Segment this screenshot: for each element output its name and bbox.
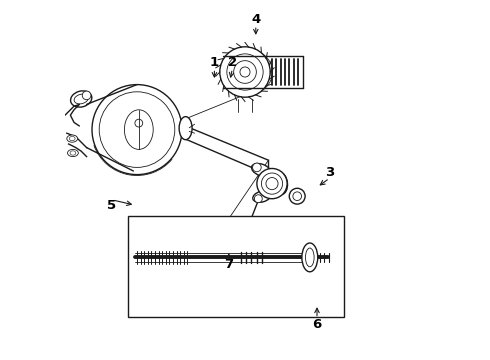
Circle shape	[234, 60, 256, 84]
Circle shape	[220, 47, 270, 97]
Text: 4: 4	[251, 13, 260, 26]
Circle shape	[82, 91, 91, 100]
Text: 7: 7	[224, 258, 233, 271]
Circle shape	[257, 168, 287, 199]
Circle shape	[254, 195, 262, 203]
Ellipse shape	[179, 117, 192, 140]
Polygon shape	[178, 123, 269, 175]
Ellipse shape	[302, 243, 318, 272]
Ellipse shape	[251, 163, 271, 176]
Ellipse shape	[224, 50, 272, 94]
Ellipse shape	[68, 149, 78, 157]
Text: 1: 1	[210, 57, 219, 69]
Ellipse shape	[274, 173, 288, 194]
Ellipse shape	[67, 135, 77, 142]
Ellipse shape	[253, 191, 271, 202]
Ellipse shape	[124, 110, 153, 149]
Bar	[128, 216, 344, 317]
Circle shape	[289, 188, 305, 204]
Circle shape	[92, 85, 182, 175]
Text: 5: 5	[107, 199, 116, 212]
Circle shape	[252, 163, 261, 172]
Text: 2: 2	[228, 57, 237, 69]
Circle shape	[266, 177, 278, 190]
Ellipse shape	[71, 91, 92, 107]
Text: 6: 6	[313, 318, 321, 330]
Text: 3: 3	[325, 166, 334, 179]
